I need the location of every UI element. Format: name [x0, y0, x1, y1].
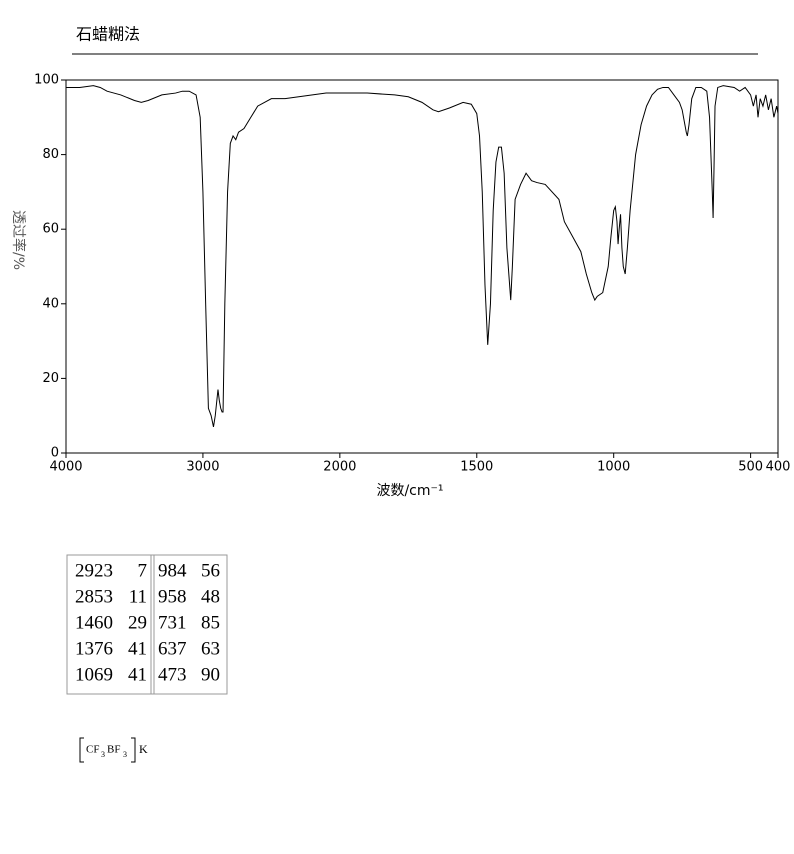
table-cell: 48 — [201, 586, 220, 607]
table-cell: 41 — [128, 664, 147, 685]
table-cell: 56 — [201, 560, 220, 581]
table-cell: 29 — [128, 612, 147, 633]
chart-title: 石蜡糊法 — [76, 26, 140, 44]
table-border — [66, 554, 228, 695]
table-cell: 2853 — [75, 586, 113, 607]
y-tick-label: 40 — [42, 296, 59, 311]
table-cell: 1376 — [75, 638, 113, 659]
y-tick-label: 100 — [34, 73, 59, 88]
x-tick-label: 4000 — [49, 460, 82, 475]
table-cell: 637 — [158, 638, 187, 659]
table-cell: 11 — [129, 586, 147, 607]
y-tick-label: 60 — [42, 222, 59, 237]
y-tick-label: 0 — [51, 446, 59, 461]
table-cell: 41 — [128, 638, 147, 659]
table-cell: 63 — [201, 638, 220, 659]
table-cell: 1069 — [75, 664, 113, 685]
table-cell: 1460 — [75, 612, 113, 633]
spectrum-line — [66, 85, 779, 427]
y-axis-label: 透过率/% — [10, 210, 27, 270]
formula-part: 3 — [101, 750, 105, 759]
x-axis-label: 波数/cm⁻¹ — [376, 483, 443, 499]
table-cell: 473 — [158, 664, 187, 685]
x-tick-label: 500 — [738, 460, 763, 475]
formula-part: 3 — [123, 750, 127, 759]
table-cell: 7 — [138, 560, 148, 581]
y-tick-label: 80 — [42, 147, 59, 162]
table-cell: 958 — [158, 586, 187, 607]
table-cell: 2923 — [75, 560, 113, 581]
plot-frame — [65, 79, 779, 454]
table-cell: 85 — [201, 612, 220, 633]
table-cell: 731 — [158, 612, 187, 633]
y-tick-label: 20 — [42, 371, 59, 386]
formula-part: CF — [86, 744, 99, 756]
bracket — [131, 737, 136, 763]
x-tick-label: 2000 — [323, 460, 356, 475]
x-tick-label: 1500 — [460, 460, 493, 475]
table-cell: 984 — [158, 560, 187, 581]
bracket — [79, 737, 84, 763]
formula-part: BF — [107, 744, 120, 756]
formula-part: K — [139, 742, 148, 756]
x-tick-label: 1000 — [597, 460, 630, 475]
x-tick-label: 400 — [766, 460, 791, 475]
table-cell: 90 — [201, 664, 220, 685]
x-tick-label: 3000 — [186, 460, 219, 475]
